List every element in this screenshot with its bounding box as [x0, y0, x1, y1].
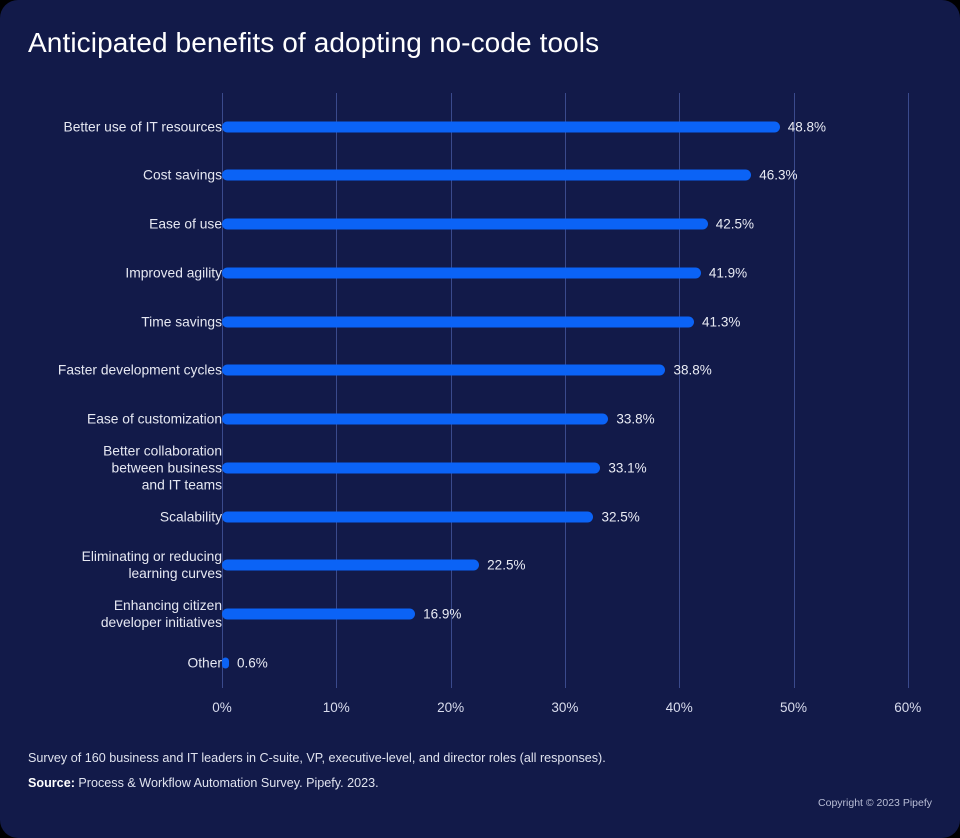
- gridline: [336, 93, 338, 688]
- x-axis-tick-label: 30%: [551, 700, 579, 715]
- gridline: [907, 93, 909, 688]
- copyright-notice: Copyright © 2023 Pipefy: [818, 797, 932, 809]
- category-label: Time savings: [141, 314, 222, 329]
- gridline: [450, 93, 452, 688]
- bar-value-label: 33.1%: [608, 460, 647, 476]
- page-title: Anticipated benefits of adopting no-code…: [28, 27, 600, 58]
- bar: [222, 218, 708, 230]
- bar: [222, 364, 666, 376]
- bar-value-label: 16.9%: [423, 606, 462, 622]
- bar-value-label: 33.8%: [616, 411, 655, 427]
- bar: [222, 169, 752, 181]
- bar: [222, 559, 480, 571]
- bar: [222, 267, 701, 279]
- category-label: Ease of customization: [87, 411, 222, 427]
- bar: [222, 657, 229, 669]
- bar: [222, 413, 609, 425]
- bar-value-label: 41.9%: [708, 265, 748, 281]
- bar: [222, 121, 780, 132]
- bar-value-label: 46.3%: [759, 167, 798, 183]
- category-label: Faster development cycles: [57, 362, 222, 378]
- category-label: Ease of use: [149, 216, 222, 232]
- bar: [222, 608, 416, 620]
- source-text: Process & Workflow Automation Survey. Pi…: [78, 776, 379, 790]
- bar-value-label: 48.8%: [787, 119, 827, 134]
- gridline: [222, 93, 223, 688]
- gridline: [679, 93, 681, 688]
- category-label: Cost savings: [143, 167, 222, 183]
- bar-value-label: 22.5%: [487, 557, 526, 573]
- gridline: [564, 93, 566, 688]
- footnote: Survey of 160 business and IT leaders in…: [28, 751, 606, 765]
- x-axis-tick-label: 60%: [894, 700, 922, 715]
- bar-value-label: 41.3%: [702, 314, 741, 329]
- category-label: Other: [187, 655, 222, 671]
- category-label: Enhancing citizen developer initiatives: [100, 598, 222, 630]
- bar-value-label: 38.8%: [673, 362, 712, 378]
- x-axis-tick-label: 10%: [322, 700, 350, 715]
- category-label: Eliminating or reducing learning curves: [81, 549, 222, 582]
- category-label: Better collaboration between business and …: [103, 443, 222, 493]
- x-axis-tick-label: 20%: [437, 700, 465, 715]
- bar: [222, 462, 601, 474]
- x-axis-tick-label: 0%: [212, 700, 232, 715]
- bar-value-label: 0.6%: [237, 655, 268, 671]
- category-label: Better use of IT resources: [63, 119, 222, 134]
- gridline: [793, 93, 795, 688]
- source-label: Source:: [28, 776, 75, 790]
- bar-value-label: 42.5%: [715, 216, 755, 232]
- category-label: Improved agility: [125, 265, 222, 281]
- x-axis-tick-label: 40%: [665, 700, 693, 715]
- source-line: Source: Process & Workflow Automation Su…: [28, 776, 379, 790]
- x-axis-tick-label: 50%: [779, 700, 808, 715]
- bar: [222, 511, 594, 522]
- category-label: Scalability: [159, 509, 222, 524]
- bar-value-label: 32.5%: [601, 509, 640, 524]
- bar: [222, 316, 695, 327]
